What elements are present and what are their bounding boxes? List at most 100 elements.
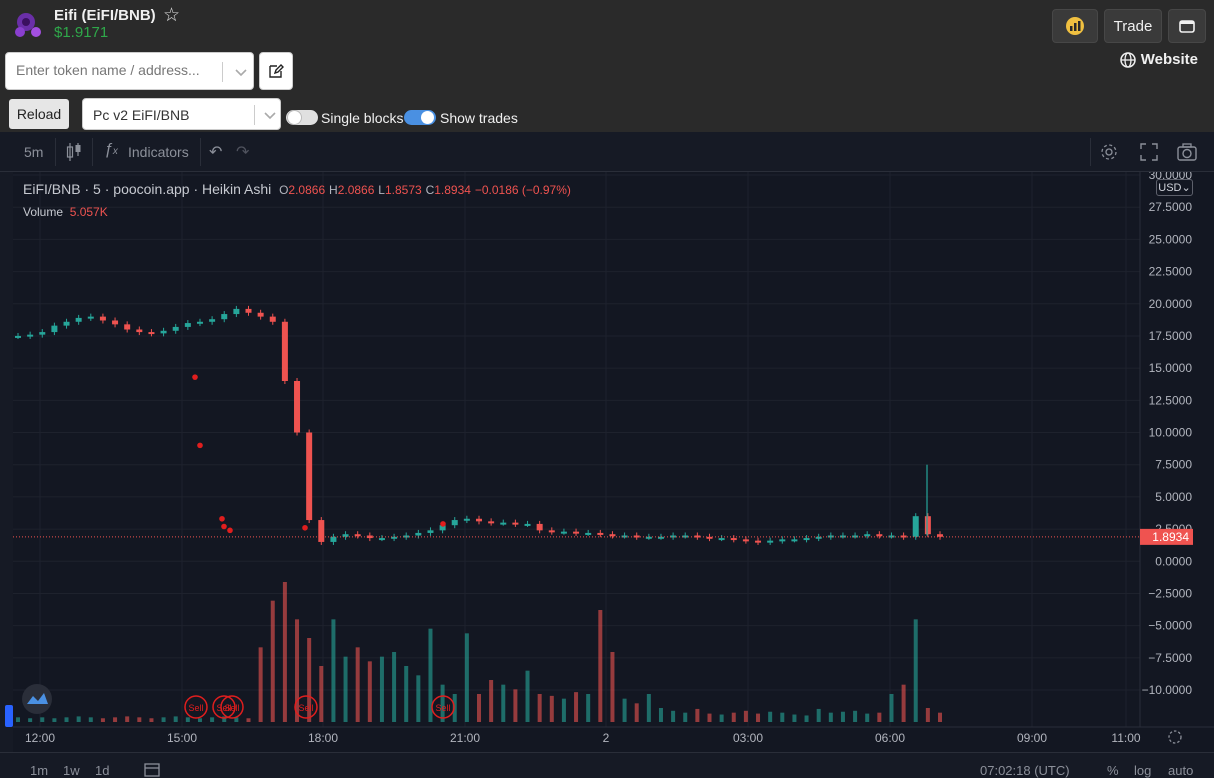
- price-tick-label: −5.0000: [1148, 619, 1192, 633]
- favorite-star-icon[interactable]: ☆: [163, 5, 181, 26]
- trade-dot: [219, 515, 225, 522]
- redo-icon[interactable]: ↷: [236, 144, 250, 161]
- fullscreen-icon[interactable]: [1139, 142, 1159, 162]
- token-logo-icon: [15, 13, 41, 37]
- undo-icon[interactable]: ↶: [209, 144, 223, 161]
- wallet-button[interactable]: [1168, 9, 1206, 43]
- volume-bar: [816, 708, 821, 722]
- sell-marker: [294, 695, 318, 719]
- volume-bar: [513, 689, 518, 722]
- candle: [451, 520, 458, 526]
- camera-icon[interactable]: [1176, 142, 1198, 162]
- chevron-down-icon[interactable]: [261, 106, 279, 124]
- candle: [209, 319, 216, 322]
- candle: [463, 518, 470, 521]
- candle: [184, 323, 191, 327]
- candle: [39, 332, 46, 335]
- candle: [124, 324, 131, 330]
- settings-gear-icon[interactable]: [1099, 142, 1119, 162]
- trade-dot: [197, 442, 203, 449]
- volume-bar: [913, 619, 918, 722]
- percent-toggle[interactable]: %: [1107, 763, 1119, 778]
- fx-icon[interactable]: ƒx: [104, 141, 118, 158]
- price-tick-label: 7.5000: [1155, 458, 1192, 472]
- reload-button[interactable]: Reload: [9, 99, 69, 129]
- volume-bar: [804, 715, 809, 722]
- range-1w[interactable]: 1w: [63, 763, 80, 778]
- candle: [15, 335, 21, 338]
- indicators-button[interactable]: Indicators: [128, 144, 189, 160]
- candle: [342, 534, 349, 537]
- chart-mode-button[interactable]: [1052, 9, 1098, 43]
- volume-bar: [707, 713, 712, 722]
- volume-bar: [234, 717, 239, 722]
- legend-high: 2.0866: [337, 183, 375, 197]
- volume-bar: [877, 712, 882, 722]
- volume-bar: [489, 680, 494, 722]
- token-search[interactable]: [5, 52, 254, 90]
- price-plot[interactable]: 30.000027.500025.000022.500020.000017.50…: [0, 172, 1214, 752]
- pair-select-value: Pc v2 EiFI/BNB: [93, 107, 190, 123]
- legend-low: 1.8573: [384, 183, 422, 197]
- sell-marker-label: Sell: [224, 703, 239, 713]
- volume-bar: [646, 694, 651, 722]
- range-1m[interactable]: 1m: [30, 763, 49, 778]
- show-trades-toggle[interactable]: [404, 110, 436, 125]
- date-range-icon[interactable]: [143, 761, 161, 777]
- search-divider: [222, 62, 223, 82]
- utc-clock[interactable]: 07:02:18 (UTC): [980, 763, 1070, 778]
- volume-bar: [52, 718, 57, 722]
- volume-bar: [561, 698, 566, 722]
- volume-bar: [210, 717, 215, 722]
- time-tick-label: 18:00: [308, 731, 338, 745]
- edit-button[interactable]: [259, 52, 293, 90]
- axis-settings-icon[interactable]: [1168, 730, 1182, 744]
- time-tick-label: 12:00: [25, 731, 55, 745]
- range-1d[interactable]: 1d: [95, 763, 110, 778]
- chevron-down-icon[interactable]: [232, 63, 250, 81]
- volume-bar: [440, 684, 445, 722]
- single-blocks-toggle[interactable]: [286, 110, 318, 125]
- auto-toggle[interactable]: auto: [1168, 763, 1194, 778]
- volume-bar: [173, 716, 178, 722]
- candle: [51, 325, 58, 333]
- single-blocks-label: Single blocks: [321, 110, 404, 126]
- volume-bar: [586, 694, 591, 722]
- website-link[interactable]: Website: [1120, 51, 1198, 68]
- candle: [803, 538, 810, 541]
- candle: [354, 534, 361, 537]
- candle: [912, 516, 919, 537]
- volume-bar: [40, 717, 45, 722]
- toolbar-divider: [92, 138, 93, 166]
- candle: [924, 516, 931, 535]
- candle: [281, 321, 288, 381]
- volume-bar: [464, 633, 469, 722]
- trade-button[interactable]: Trade: [1104, 9, 1162, 43]
- price-tick-label: −10.0000: [1142, 683, 1193, 697]
- token-search-input[interactable]: [16, 62, 216, 78]
- price-tick-label: 27.5000: [1149, 200, 1193, 214]
- legend-close: 1.8934: [434, 183, 471, 197]
- volume-bar: [610, 652, 615, 722]
- candle: [294, 381, 301, 433]
- candle-type-icon[interactable]: [65, 142, 83, 162]
- volume-bar: [64, 717, 69, 722]
- volume-bar: [671, 710, 676, 722]
- candle: [306, 432, 313, 521]
- candle: [269, 316, 276, 322]
- time-tick-label: 15:00: [167, 731, 197, 745]
- volume-bar: [828, 712, 833, 722]
- sell-marker-label: Sell: [188, 703, 203, 713]
- price-tick-label: 10.0000: [1149, 426, 1193, 440]
- candle: [87, 316, 94, 319]
- volume-legend: Volume 5.057K: [23, 205, 108, 219]
- time-tick-label: 03:00: [733, 731, 763, 745]
- log-toggle[interactable]: log: [1134, 763, 1152, 778]
- pair-select[interactable]: Pc v2 EiFI/BNB: [82, 98, 281, 130]
- interval-button[interactable]: 5m: [24, 144, 44, 160]
- currency-select[interactable]: USD ⌄: [1156, 179, 1193, 196]
- volume-bar: [889, 694, 894, 722]
- candle: [330, 536, 337, 542]
- price-tick-label: 25.0000: [1149, 232, 1193, 246]
- price-chart[interactable]: 5m ƒx Indicators ↶ ↷ 30.0000 27.5000 25.00…: [0, 132, 1214, 778]
